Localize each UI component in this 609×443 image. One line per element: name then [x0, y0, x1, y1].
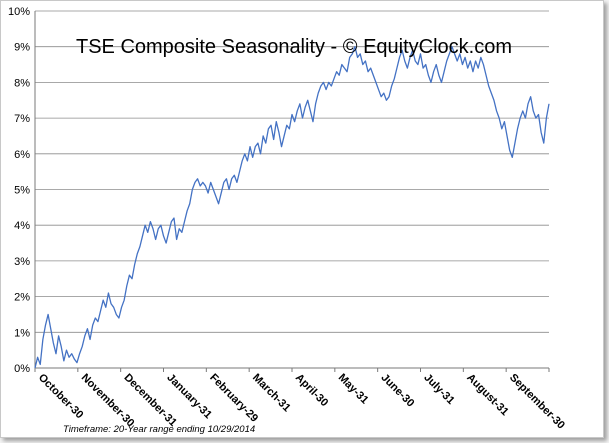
y-tick-labels: 0% 1% 2% 3% 4% 5% 6% 7% 8% 9% 10%: [8, 6, 30, 375]
chart-title: TSE Composite Seasonality - © EquityCloc…: [76, 36, 512, 58]
y-tick-label: 9%: [14, 42, 30, 54]
x-tick-label: September-30: [507, 372, 567, 432]
y-tick-label: 8%: [14, 77, 30, 89]
x-tick-label: June-30: [379, 372, 417, 410]
x-tick-label: August-31: [464, 372, 511, 419]
y-tick-label: 4%: [14, 220, 30, 232]
y-tick-label: 6%: [14, 149, 30, 161]
y-tick-label: 7%: [14, 113, 30, 125]
x-tick-label: March-31: [250, 372, 293, 415]
y-tick-label: 0%: [14, 363, 30, 375]
x-tick-label: October-30: [36, 372, 86, 422]
timeframe-footnote: Timeframe: 20-Year range ending 10/29/20…: [63, 424, 255, 435]
x-tick-label: May-31: [336, 372, 371, 407]
y-tick-label: 5%: [14, 185, 30, 197]
x-tick-label: April-30: [293, 372, 330, 409]
y-tick-label: 3%: [14, 256, 30, 268]
y-tick-label: 1%: [14, 327, 30, 339]
gridlines: [35, 10, 549, 333]
series-line: [34, 46, 550, 369]
y-tick-label: 2%: [14, 292, 30, 304]
y-tick-label: 10%: [8, 6, 30, 18]
axes: [34, 11, 550, 372]
x-tick-label: July-31: [421, 372, 456, 407]
x-tick-labels: October-30November-30December-31January-…: [36, 372, 567, 432]
